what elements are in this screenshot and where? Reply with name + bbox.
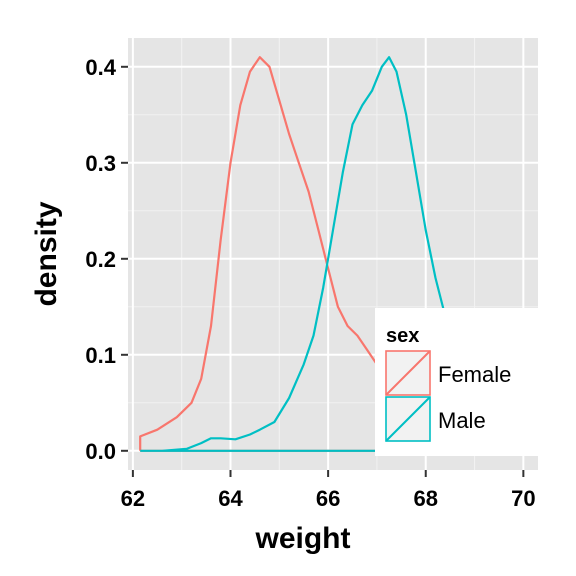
x-tick-label: 66: [316, 486, 340, 511]
legend-title: sex: [386, 325, 419, 347]
x-tick-label: 62: [121, 486, 145, 511]
y-tick-label: 0.3: [85, 151, 116, 176]
legend: sex Female Male: [375, 308, 538, 456]
minor-gridlines: [128, 38, 538, 470]
legend-label-male: Male: [438, 408, 486, 433]
x-tick-label: 70: [511, 486, 535, 511]
y-axis-title: density: [30, 201, 63, 306]
legend-label-female: Female: [438, 362, 511, 387]
x-axis-title: weight: [255, 522, 351, 555]
legend-key-line-male: [385, 396, 431, 442]
series-line-male: [140, 56, 457, 452]
x-tick-label: 68: [413, 486, 437, 511]
y-tick-label: 0.2: [85, 247, 116, 272]
x-axis: 62 64 66 68 70: [121, 470, 536, 511]
y-tick-label: 0.0: [85, 439, 116, 464]
y-tick-label: 0.4: [85, 55, 116, 80]
x-tick-label: 64: [218, 486, 243, 511]
y-tick-label: 0.1: [85, 343, 116, 368]
y-axis: 0.0 0.1 0.2 0.3 0.4: [85, 55, 128, 464]
legend-key-line-female: [385, 350, 431, 396]
